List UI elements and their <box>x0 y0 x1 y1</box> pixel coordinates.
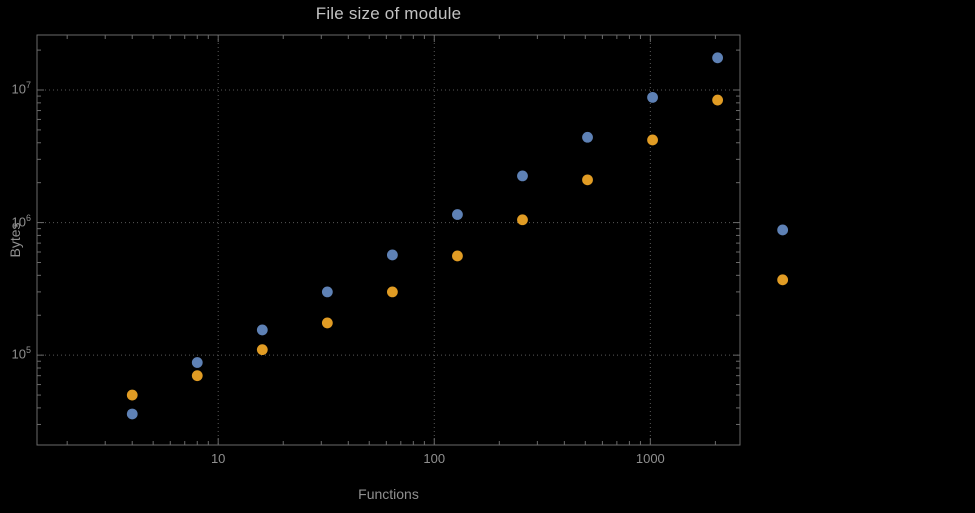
data-point-series-1-blue <box>191 357 203 368</box>
data-point-series-1-blue <box>517 170 528 182</box>
x-tick-label: 1000 <box>635 451 665 466</box>
x-tick-label: 10 <box>210 451 226 466</box>
data-point-series-2-orange <box>647 134 658 146</box>
data-point-series-2-orange <box>582 174 593 186</box>
x-axis-label: Functions <box>358 486 419 502</box>
data-point-series-1-blue <box>256 324 268 336</box>
data-point-series-1-blue <box>777 224 789 236</box>
data-point-series-2-orange <box>256 344 268 356</box>
y-tick-label: 107 <box>11 80 31 97</box>
data-point-series-1-blue <box>321 286 333 298</box>
y-tick-label: 106 <box>11 212 31 229</box>
data-point-series-1-blue <box>452 209 463 220</box>
data-point-series-1-blue <box>582 131 593 143</box>
data-point-series-2-orange <box>191 370 203 382</box>
data-point-series-2-orange <box>452 250 463 262</box>
data-point-series-2-orange <box>777 274 789 286</box>
data-point-series-1-blue <box>647 91 658 103</box>
data-point-series-2-orange <box>712 94 724 106</box>
data-point-series-1-blue <box>126 408 138 420</box>
data-point-series-2-orange <box>386 286 398 298</box>
data-point-series-2-orange <box>126 389 138 401</box>
data-point-series-1-blue <box>386 249 398 261</box>
chart-title: File size of module <box>315 4 462 23</box>
data-point-series-1-blue <box>712 52 724 64</box>
plot-frame <box>36 34 741 446</box>
data-point-series-2-orange <box>321 317 333 329</box>
x-tick-label: 100 <box>423 451 446 466</box>
y-tick-label: 105 <box>11 345 31 362</box>
data-point-series-2-orange <box>517 214 528 226</box>
